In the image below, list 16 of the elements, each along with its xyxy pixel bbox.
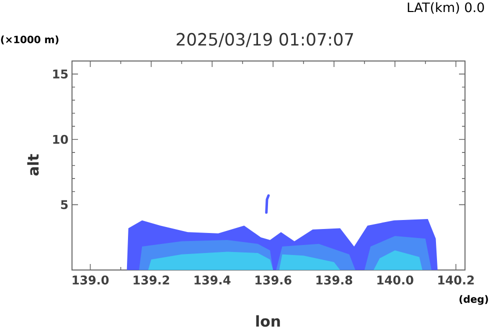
y-tick-label: 15: [53, 70, 68, 79]
y-axis-title: alt: [27, 154, 39, 176]
x-tick-label: 139.4: [194, 276, 231, 285]
x-axis-title: lon: [256, 315, 280, 327]
text: LAT(km) 0.0: [408, 2, 484, 14]
x-tick-label: 139.6: [256, 276, 292, 285]
x-tick-label: 139.0: [72, 276, 109, 285]
chart-title: 2025/03/19 01:07:07: [176, 32, 354, 48]
text: (×1000 m): [1, 36, 58, 44]
x-tick-label: 139.2: [134, 276, 170, 285]
y-tick-label: 5: [61, 200, 68, 210]
x-tick-label: 140.2: [438, 276, 474, 285]
text: (deg): [460, 295, 488, 305]
x-tick-label: 140.0: [377, 276, 414, 285]
y-tick-label: 10: [53, 134, 68, 144]
x-tick-label: 139.8: [316, 276, 352, 285]
